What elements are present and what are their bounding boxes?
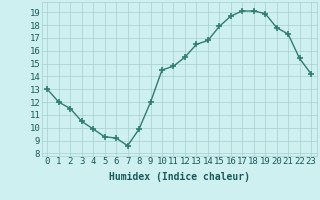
X-axis label: Humidex (Indice chaleur): Humidex (Indice chaleur) — [109, 172, 250, 182]
